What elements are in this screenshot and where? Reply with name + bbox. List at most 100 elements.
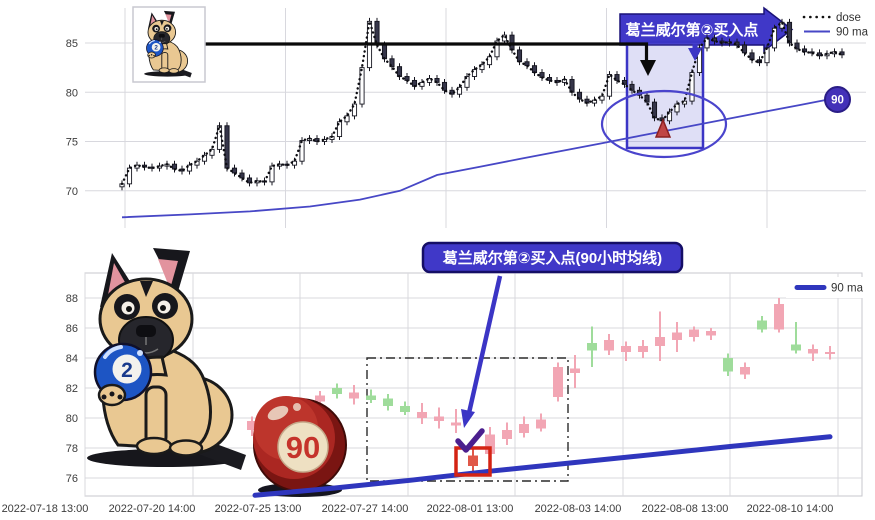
candle-body	[239, 172, 245, 179]
candle-body	[231, 167, 238, 174]
candle-body	[825, 352, 835, 354]
badge-label: 90	[831, 95, 844, 107]
badge-circle	[824, 86, 851, 113]
candle-body	[186, 164, 193, 172]
candle-body	[621, 346, 631, 352]
candle-body	[209, 148, 215, 156]
candle-body	[689, 329, 699, 337]
candle-body	[216, 125, 223, 150]
bottom-chart-x-axis: 2022-07-18 13:00 2022-07-20 14:00 2022-07-…	[2, 503, 834, 515]
dash-dot-rectangle	[366, 357, 569, 482]
y-tick-label: 86	[66, 323, 78, 335]
candle-body	[201, 154, 208, 162]
x-tick-label: 2022-07-25 13:00	[215, 503, 302, 515]
candle-body	[456, 86, 463, 95]
candle-body	[706, 331, 716, 336]
candle-body	[672, 332, 682, 340]
candle-body	[689, 72, 695, 102]
candle-body	[502, 430, 512, 439]
bottom-annotation: 葛兰威尔第②买入点(90小时均线)	[421, 241, 684, 428]
candle-body	[381, 44, 388, 60]
candle-body	[434, 416, 444, 421]
candle-body	[774, 304, 784, 330]
black-arrowhead-icon	[640, 60, 656, 76]
banner-pointer-arrow	[688, 44, 702, 61]
candle-body	[366, 395, 376, 400]
candle-body	[764, 47, 770, 64]
annotation-text: 葛兰威尔第②买入点(90小时均线)	[442, 249, 662, 267]
ma-90-line-top	[121, 99, 826, 219]
candle-body	[621, 79, 628, 85]
candle-body	[587, 343, 597, 351]
bottom-chart-y-axis: 88 86 84 82 80 78 76	[66, 293, 78, 485]
candle-body	[194, 160, 200, 166]
y-tick-label: 80	[66, 87, 78, 99]
candle-body	[638, 346, 648, 352]
candle-body	[666, 111, 673, 122]
ball-90-highlight	[267, 405, 289, 421]
candle-body	[400, 406, 410, 412]
candle-body	[576, 91, 583, 100]
candle-body	[419, 81, 425, 87]
candle-body	[655, 337, 665, 346]
candle-body	[516, 49, 523, 63]
ball-90-label: 90	[286, 430, 320, 465]
candle-body	[704, 37, 710, 49]
candle-body	[740, 367, 750, 375]
candle-body	[464, 76, 470, 88]
candle-body	[434, 78, 440, 83]
blue-arrowhead-icon	[688, 48, 702, 61]
candle-body	[741, 44, 748, 54]
top-annotation-banner: 葛兰威尔第②买入点	[619, 6, 794, 53]
candle-body	[614, 74, 620, 81]
candle-body	[479, 64, 485, 71]
bottom-legend: 90 ma	[786, 277, 866, 298]
y-tick-label: 88	[66, 293, 78, 305]
candle-body	[553, 367, 563, 397]
candle-body	[349, 392, 359, 399]
candle-body	[417, 412, 427, 418]
legend-close-label: dose	[836, 12, 861, 24]
candle-body	[336, 121, 343, 138]
black-line	[205, 42, 649, 62]
candle-body	[486, 56, 493, 66]
candle-body	[651, 101, 658, 119]
y-tick-label: 75	[66, 137, 78, 149]
y-tick-label: 84	[66, 353, 78, 365]
x-tick-label: 2022-08-10 14:00	[747, 503, 834, 515]
candle-body	[315, 395, 325, 402]
top-legend: dose 90 ma	[802, 12, 869, 39]
candle-body	[351, 103, 358, 117]
dog-thumbnail	[132, 6, 206, 83]
y-tick-label: 78	[66, 443, 78, 455]
candle-body	[606, 74, 613, 97]
candle-body	[794, 42, 800, 50]
candle-body	[389, 58, 395, 68]
y-tick-label: 80	[66, 413, 78, 425]
candle-body	[332, 388, 342, 394]
candle-body	[485, 434, 495, 454]
candle-body	[359, 67, 365, 105]
billiard-ball-90: 90	[253, 396, 347, 497]
x-tick-label: 2022-07-18 13:00	[2, 503, 89, 515]
candle-body	[468, 455, 478, 466]
candle-body	[501, 34, 508, 42]
candle-body	[247, 421, 257, 430]
close-dotted-line	[120, 20, 844, 186]
buy-point-triangle-marker	[654, 118, 672, 138]
candle-body	[224, 125, 230, 169]
annotation-arrowhead-icon	[461, 409, 475, 428]
candle-body	[604, 340, 614, 351]
candle-body	[269, 165, 275, 183]
candle-body	[570, 368, 580, 373]
ma-90-line-bottom	[252, 434, 833, 498]
candle-body	[771, 27, 778, 49]
x-tick-label: 2022-08-01 13:00	[427, 503, 514, 515]
candle-body	[126, 167, 133, 185]
candle-body	[291, 160, 298, 166]
candle-body	[791, 344, 801, 351]
y-tick-label: 70	[66, 186, 78, 198]
candle-body	[519, 424, 529, 433]
candle-body	[441, 81, 448, 91]
candle-body	[723, 358, 733, 372]
